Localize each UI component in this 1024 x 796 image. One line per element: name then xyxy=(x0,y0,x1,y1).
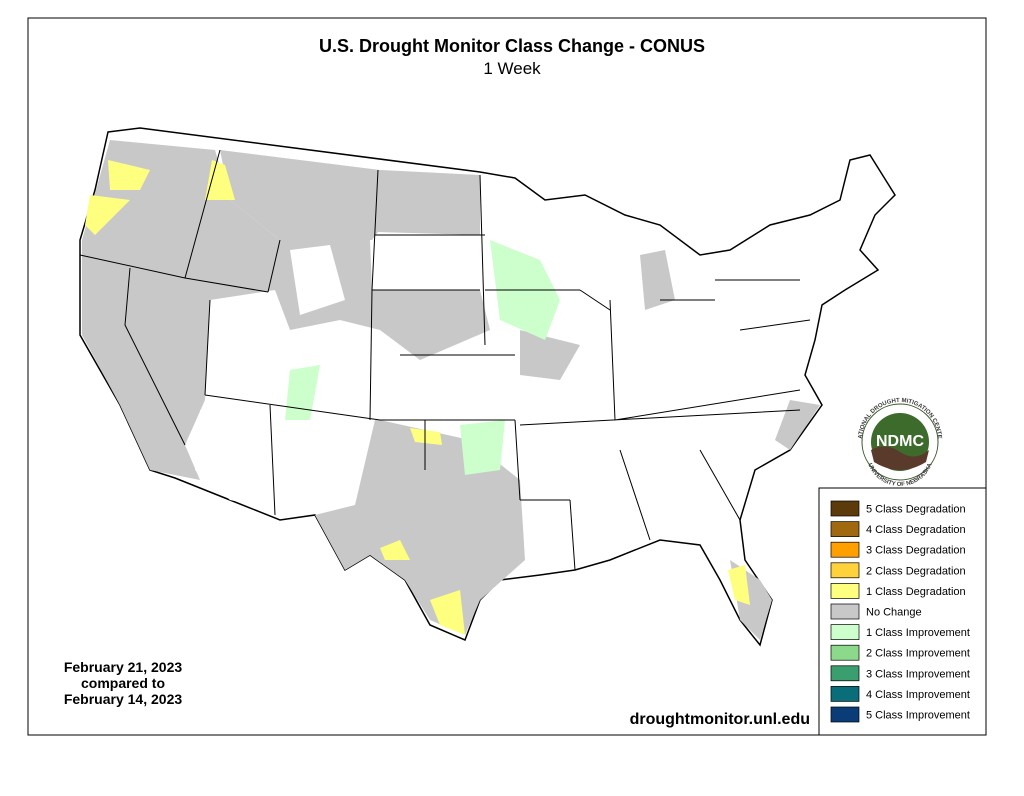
carolina-no-change xyxy=(775,400,820,450)
date-line: compared to xyxy=(81,675,165,691)
date-line: February 21, 2023 xyxy=(64,659,183,675)
legend-swatch xyxy=(830,500,860,517)
legend-label: 3 Class Improvement xyxy=(866,668,970,680)
legend-swatch xyxy=(830,644,860,661)
date-line: February 14, 2023 xyxy=(64,691,183,707)
oklahoma-improvement xyxy=(460,420,505,475)
legend-swatch xyxy=(830,521,860,537)
legend-label: 2 Class Improvement xyxy=(866,648,970,660)
legend-swatch xyxy=(830,603,860,620)
us-map xyxy=(79,127,896,647)
legend-label: 1 Class Degradation xyxy=(866,586,966,598)
logo-center: NDMC xyxy=(876,433,924,450)
title: U.S. Drought Monitor Class Change - CONU… xyxy=(319,36,705,56)
legend-label: 4 Class Degradation xyxy=(866,524,966,536)
wa-degradation xyxy=(108,160,150,190)
legend-swatch xyxy=(830,583,860,599)
legend-swatch xyxy=(830,562,860,579)
legend-label: 3 Class Degradation xyxy=(866,545,966,557)
fl-degradation xyxy=(728,565,750,605)
wyoming-gap xyxy=(290,245,345,315)
legend-swatch xyxy=(830,686,860,702)
subtitle: 1 Week xyxy=(483,59,541,78)
or-degradation xyxy=(85,195,130,235)
legend-swatch xyxy=(830,541,860,558)
nm-improvement xyxy=(285,365,320,420)
missouri-no-change xyxy=(520,330,580,380)
source-url: droughtmonitor.unl.edu xyxy=(630,711,810,728)
ok-degradation xyxy=(410,428,442,445)
north-plains-no-change xyxy=(220,150,480,240)
west-no-change xyxy=(82,140,490,480)
legend-label: No Change xyxy=(866,607,922,619)
legend-label: 2 Class Degradation xyxy=(866,565,966,577)
legend-label: 1 Class Improvement xyxy=(866,627,970,639)
legend-label: 5 Class Improvement xyxy=(866,710,970,722)
logo-earth xyxy=(871,446,929,470)
legend-label: 4 Class Improvement xyxy=(866,689,970,701)
legend-swatch xyxy=(830,706,860,723)
legend-swatch xyxy=(830,665,860,682)
tx-degradation-1 xyxy=(380,540,410,560)
michigan-no-change xyxy=(640,250,675,310)
legend-label: 5 Class Degradation xyxy=(866,504,966,516)
legend: 5 Class Degradation 4 Class Degradation 3 … xyxy=(830,500,970,723)
id-degradation xyxy=(205,160,235,200)
legend-swatch xyxy=(830,624,860,640)
arizona-gap xyxy=(195,410,275,510)
state-lines xyxy=(79,149,811,571)
tx-degradation-2 xyxy=(430,590,465,635)
